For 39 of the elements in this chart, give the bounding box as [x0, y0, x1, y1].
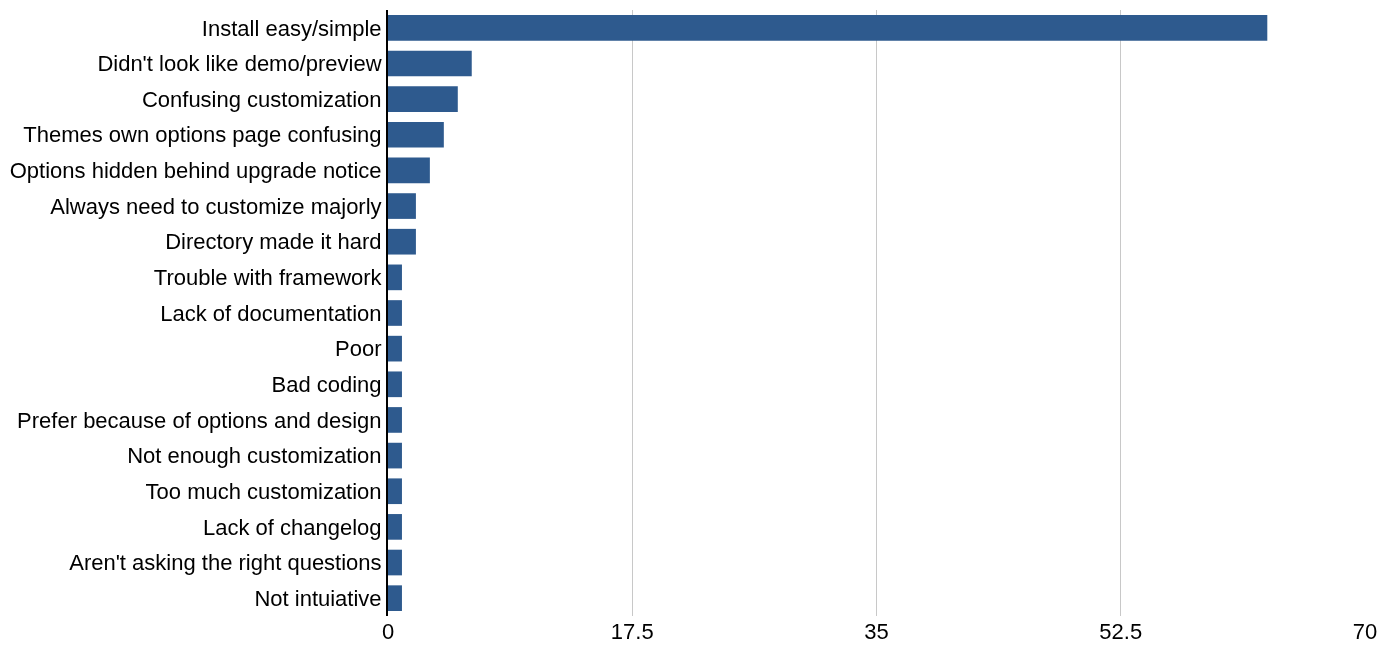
bar [388, 585, 402, 612]
bar [388, 300, 402, 326]
bar [388, 14, 1268, 41]
y-tick-label: Not enough customization [127, 443, 382, 469]
bar [388, 228, 416, 255]
bar [388, 514, 402, 540]
y-tick-label: Always need to customize majorly [50, 193, 382, 219]
bar [388, 157, 430, 184]
bar [388, 264, 402, 291]
y-tick-label: Poor [335, 336, 382, 362]
bar [388, 193, 416, 219]
bar [388, 478, 402, 505]
x-tick-label: 35 [864, 619, 889, 644]
y-tick-label: Themes own options page confusing [23, 122, 382, 148]
bar [388, 442, 402, 469]
y-tick-label: Lack of documentation [160, 300, 382, 326]
y-tick-label: Install easy/simple [201, 15, 382, 41]
x-tick-label: 0 [381, 619, 395, 644]
y-tick-label: Too much customization [145, 478, 382, 504]
y-tick-label: Didn't look like demo/preview [97, 51, 382, 77]
bar [388, 407, 402, 433]
y-tick-label: Trouble with framework [153, 265, 383, 291]
y-tick-label: Not intuiative [254, 585, 382, 611]
x-tick-label: 70 [1352, 619, 1378, 644]
y-tick-label: Aren't asking the right questions [69, 550, 382, 576]
y-tick-label: Confusing customization [141, 86, 382, 112]
x-tick-label: 52.5 [1099, 619, 1143, 644]
bar [388, 86, 458, 112]
bar [388, 371, 402, 398]
y-tick-label: Lack of changelog [203, 514, 382, 540]
y-tick-label: Directory made it hard [165, 229, 382, 255]
y-tick-label: Prefer because of options and design [17, 407, 382, 433]
y-tick-label: Options hidden behind upgrade notice [9, 158, 382, 184]
x-tick-label: 17.5 [610, 619, 654, 644]
bar [388, 335, 402, 362]
bar [388, 121, 444, 148]
bar [388, 50, 472, 77]
y-tick-label: Bad coding [271, 371, 382, 397]
bar [388, 549, 402, 576]
